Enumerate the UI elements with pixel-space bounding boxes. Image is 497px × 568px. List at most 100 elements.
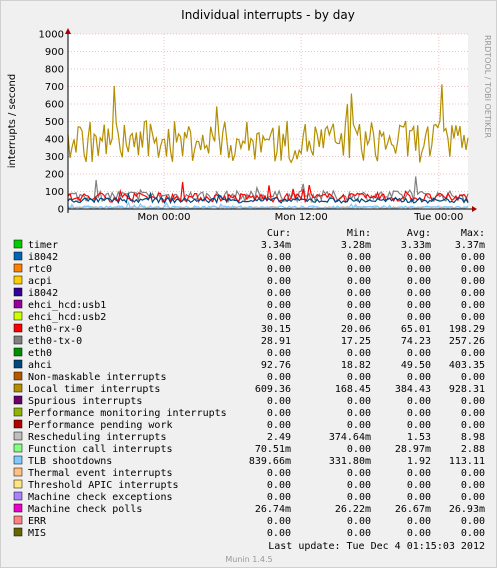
y-tick-label: 500 [45, 117, 64, 128]
legend-value-avg: 0.00 [407, 252, 431, 263]
y-tick-labels: 0 100 200 300 400 500 600 700 800 900 1000 [39, 30, 64, 216]
legend-label: Non-maskable interrupts [28, 372, 166, 383]
legend-value-min: 0.00 [347, 396, 371, 407]
legend-value-avg: 1.53 [407, 432, 431, 443]
legend-swatch [13, 239, 23, 249]
legend-value-max: 0.00 [461, 252, 485, 263]
legend-swatch [13, 407, 23, 417]
legend-value-min: 0.00 [347, 276, 371, 287]
y-tick-label: 700 [45, 82, 64, 93]
y-tick-label: 400 [45, 135, 64, 146]
legend-value-cur: 26.74m [255, 504, 291, 515]
legend-label: rtc0 [28, 264, 52, 275]
legend-label: i8042 [28, 288, 58, 299]
legend-label: Thermal event interrupts [28, 468, 173, 479]
legend-value-max: 0.00 [461, 300, 485, 311]
legend-value-max: 257.26 [449, 336, 485, 347]
legend-value-avg: 0.00 [407, 312, 431, 323]
legend-header-cell: Cur: [267, 228, 291, 239]
legend-value-avg: 384.43 [395, 384, 431, 395]
legend-value-min: 0.00 [347, 408, 371, 419]
legend-label: ehci_hcd:usb1 [28, 300, 106, 311]
y-tick-label: 0 [58, 205, 64, 216]
rrdtool-credit: RRDTOOL / TOBI OETIKER [483, 35, 492, 138]
legend-value-avg: 0.00 [407, 264, 431, 275]
series-line [67, 181, 469, 204]
legend-value-max: 0.00 [461, 264, 485, 275]
legend-value-cur: 2.49 [267, 432, 291, 443]
legend-value-min: 0.00 [347, 480, 371, 491]
legend-value-max: 0.00 [461, 288, 485, 299]
legend-header-cell: Avg: [407, 228, 431, 239]
legend-value-min: 0.00 [347, 528, 371, 539]
legend-value-min: 0.00 [347, 420, 371, 431]
legend-value-max: 0.00 [461, 372, 485, 383]
legend-value-avg: 65.01 [401, 324, 431, 335]
legend-value-max: 0.00 [461, 396, 485, 407]
legend-value-max: 0.00 [461, 276, 485, 287]
legend-value-avg: 0.00 [407, 468, 431, 479]
legend-value-avg: 26.67m [395, 504, 431, 515]
chart-title: Individual interrupts - by day [181, 8, 355, 22]
legend-swatch [13, 323, 23, 333]
legend-value-min: 0.00 [347, 252, 371, 263]
x-tick-label: Tue 00:00 [413, 212, 463, 223]
legend-value-cur: 0.00 [267, 288, 291, 299]
y-axis-arrow [65, 28, 71, 34]
legend-value-min: 331.80m [329, 456, 371, 467]
legend-value-avg: 0.00 [407, 288, 431, 299]
legend-swatch [13, 347, 23, 357]
legend-value-min: 0.00 [347, 372, 371, 383]
legend-value-cur: 839.66m [249, 456, 291, 467]
legend-value-min: 3.28m [341, 240, 371, 251]
legend-value-max: 26.93m [449, 504, 485, 515]
legend-header: Cur: Min: Avg: Max: [267, 228, 485, 239]
legend-swatch [13, 371, 23, 381]
legend-value-avg: 0.00 [407, 528, 431, 539]
legend-value-min: 18.82 [341, 360, 371, 371]
legend-value-min: 0.00 [347, 492, 371, 503]
legend-value-max: 928.31 [449, 384, 485, 395]
legend-label: eth0-rx-0 [28, 324, 82, 335]
legend-value-min: 0.00 [347, 300, 371, 311]
legend-value-cur: 0.00 [267, 264, 291, 275]
legend-header-cell: Max: [461, 228, 485, 239]
legend-label: Rescheduling interrupts [28, 432, 166, 443]
legend-swatch [13, 491, 23, 501]
legend-value-min: 26.22m [335, 504, 371, 515]
legend-label: Machine check polls [28, 504, 142, 515]
legend-value-min: 374.64m [329, 432, 371, 443]
legend-value-avg: 3.33m [401, 240, 431, 251]
legend-value-max: 403.35 [449, 360, 485, 371]
last-update: Last update: Tue Dec 4 01:15:03 2012 [268, 541, 485, 552]
x-tick-labels: Mon 00:00 Mon 12:00 Tue 00:00 [137, 212, 463, 223]
y-axis-label: interrupts / second [7, 74, 18, 168]
legend-swatch [13, 359, 23, 369]
legend-value-cur: 0.00 [267, 276, 291, 287]
legend-value-avg: 0.00 [407, 396, 431, 407]
legend-value-cur: 92.76 [261, 360, 291, 371]
legend-label: Machine check exceptions [28, 492, 173, 503]
legend-value-max: 2.88 [461, 444, 485, 455]
legend-value-cur: 0.00 [267, 312, 291, 323]
legend-value-avg: 0.00 [407, 420, 431, 431]
legend-label: acpi [28, 276, 52, 287]
legend-value-min: 17.25 [341, 336, 371, 347]
legend-value-avg: 49.50 [401, 360, 431, 371]
x-tick-label: Mon 12:00 [275, 212, 328, 223]
legend-value-min: 0.00 [347, 444, 371, 455]
y-tick-label: 600 [45, 100, 64, 111]
legend-value-avg: 0.00 [407, 492, 431, 503]
legend-swatch [13, 299, 23, 309]
legend-swatch [13, 335, 23, 345]
legend-value-min: 168.45 [335, 384, 371, 395]
legend-swatch [13, 455, 23, 465]
legend-swatch [13, 467, 23, 477]
legend-value-cur: 0.00 [267, 348, 291, 359]
legend-label: timer [28, 240, 58, 251]
legend-value-min: 0.00 [347, 516, 371, 527]
legend-value-cur: 70.51m [255, 444, 291, 455]
legend-value-max: 0.00 [461, 480, 485, 491]
